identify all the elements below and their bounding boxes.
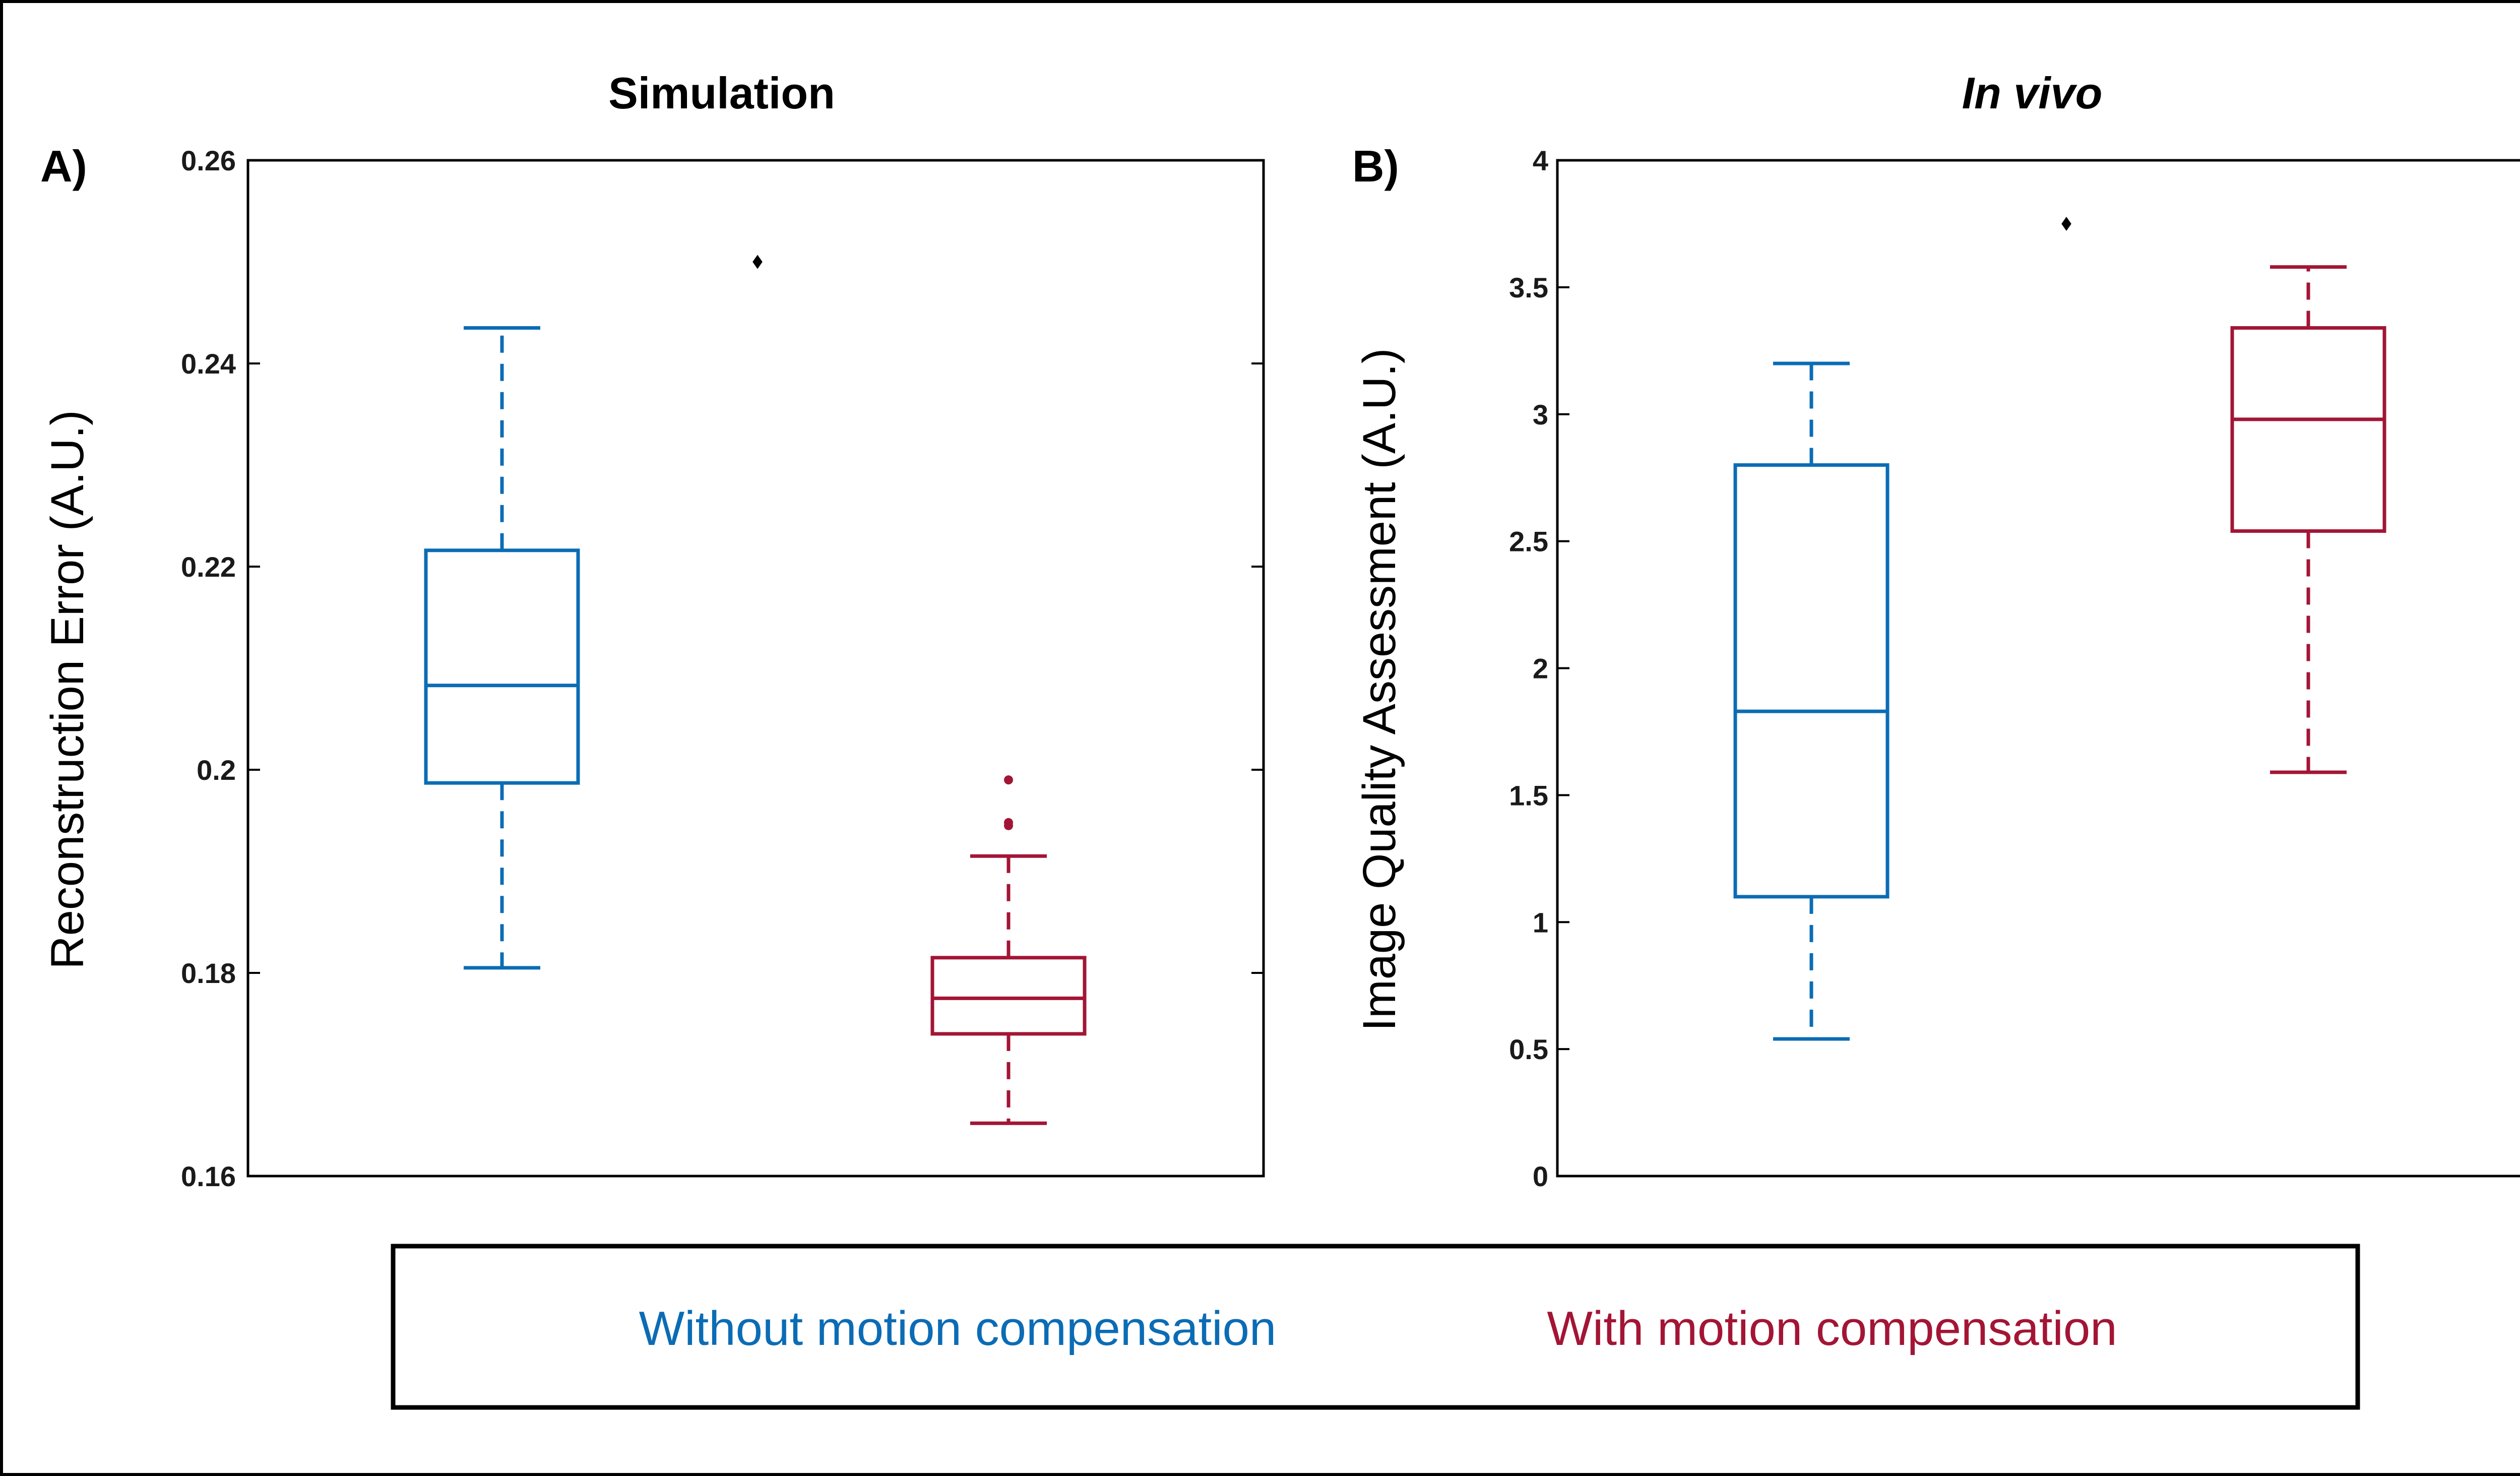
legend: Without motion compensation With motion … (391, 1244, 2360, 1410)
y-tick-label: 0.16 (181, 1160, 236, 1192)
y-tick-label: 0.22 (181, 551, 236, 583)
y-tick-label: 4 (1533, 145, 1548, 176)
y-tick-label: 2.5 (1509, 526, 1548, 558)
significance-marker (752, 255, 763, 269)
boxes (1733, 216, 2386, 1041)
panel-title: In vivo (1962, 68, 2103, 118)
y-tick-label: 3 (1533, 399, 1548, 430)
outlier-point (1004, 775, 1013, 785)
box-without-motion-compensation (424, 326, 580, 970)
iqr-box (930, 956, 1087, 1036)
legend-item-without-motion-compensation: Without motion compensation (639, 1302, 1277, 1356)
axes-frame (1556, 159, 2520, 1178)
iqr-box (1733, 463, 1889, 899)
legend-item-with-motion-compensation: With motion compensation (1547, 1302, 2117, 1356)
y-ticks: 0.16 0.18 0.2 0.22 0.24 0.26 (181, 145, 1264, 1192)
y-tick-label: 1 (1533, 906, 1548, 938)
y-tick-label: 2 (1533, 653, 1548, 685)
axes-frame (246, 159, 1265, 1178)
significance-marker (2061, 216, 2071, 231)
outlier-point (1004, 818, 1013, 827)
panel-title: Simulation (608, 68, 835, 118)
panel-letter: A) (40, 141, 87, 191)
panel-in-vivo: B) In vivo Image Quality Assessment (A.U… (1352, 68, 2520, 1192)
panel-simulation: A) Simulation Reconstruction Error (A.U.… (40, 68, 1265, 1192)
box-with-motion-compensation (930, 775, 1087, 1125)
y-tick-label: 0.24 (181, 348, 236, 380)
legend-box (391, 1244, 2360, 1410)
y-ticks: 0 0.5 1 1.5 2 2.5 3 3.5 4 (1509, 145, 1569, 1192)
y-axis-label: Image Quality Assessment (A.U.) (1354, 348, 1405, 1031)
iqr-box (424, 548, 580, 785)
y-tick-label: 1.5 (1509, 779, 1548, 811)
iqr-box (2230, 326, 2386, 533)
box-with-motion-compensation (2230, 265, 2386, 774)
box-without-motion-compensation (1733, 361, 1889, 1041)
boxes (424, 255, 1087, 1125)
y-tick-label: 0.26 (181, 145, 236, 176)
y-tick-label: 0.2 (197, 754, 236, 786)
y-tick-label: 3.5 (1509, 272, 1548, 303)
y-axis-label: Reconstruction Error (A.U.) (42, 410, 93, 969)
y-tick-label: 0.5 (1509, 1033, 1548, 1065)
panel-letter: B) (1352, 141, 1399, 191)
y-tick-label: 0.18 (181, 957, 236, 989)
y-tick-label: 0 (1533, 1160, 1548, 1192)
